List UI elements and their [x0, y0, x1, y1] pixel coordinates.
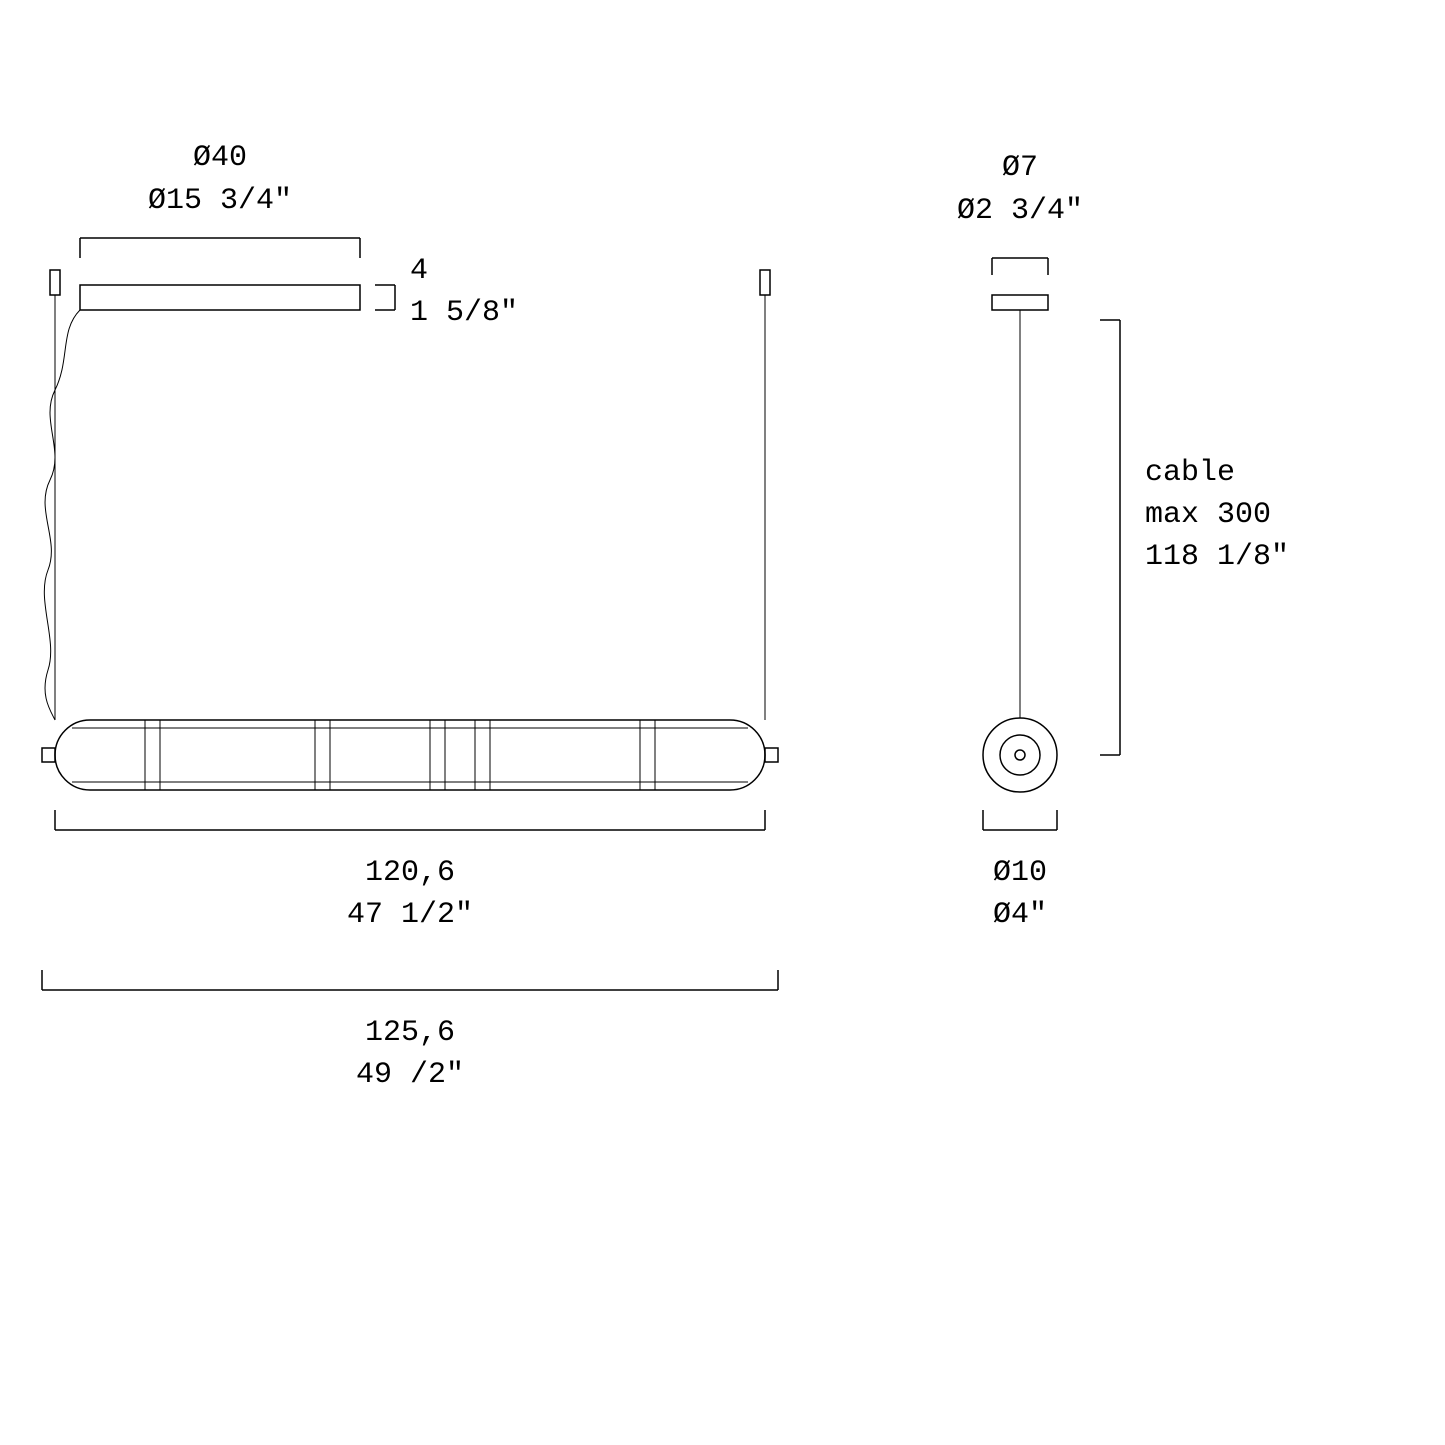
canopy-h-cm: 4	[410, 254, 428, 288]
overall-in: 49 /2"	[356, 1058, 464, 1092]
body-section-bracket	[983, 810, 1057, 830]
body-length-bracket	[55, 810, 765, 830]
body-section-cm: Ø10	[993, 856, 1047, 890]
body-section-circle	[983, 718, 1057, 792]
cable-label: cable	[1145, 456, 1235, 490]
body-len-cm: 120,6	[365, 856, 455, 890]
cable-height-bracket	[1100, 320, 1120, 755]
canopy-height-bracket	[375, 285, 395, 310]
technical-drawing: Ø40 Ø15 3/4" 4 1 5/8" 12	[0, 0, 1445, 1445]
side-canopy-plate	[992, 258, 1048, 310]
lamp-body	[42, 720, 778, 790]
canopy-h-in: 1 5/8"	[410, 296, 518, 330]
overall-cm: 125,6	[365, 1016, 455, 1050]
body-section-in: Ø4"	[993, 898, 1047, 932]
overall-length-bracket	[42, 970, 778, 990]
cable-in: 118 1/8"	[1145, 540, 1289, 574]
suspension-posts	[50, 270, 770, 720]
body-len-in: 47 1/2"	[347, 898, 473, 932]
cable-max-cm: max 300	[1145, 498, 1271, 532]
power-cable	[44, 310, 80, 720]
canopy-plate	[80, 238, 360, 310]
side-canopy-cm: Ø7	[1002, 151, 1038, 185]
canopy-dia-cm: Ø40	[193, 141, 247, 175]
side-canopy-in: Ø2 3/4"	[957, 194, 1083, 228]
canopy-dia-in: Ø15 3/4"	[148, 184, 292, 218]
